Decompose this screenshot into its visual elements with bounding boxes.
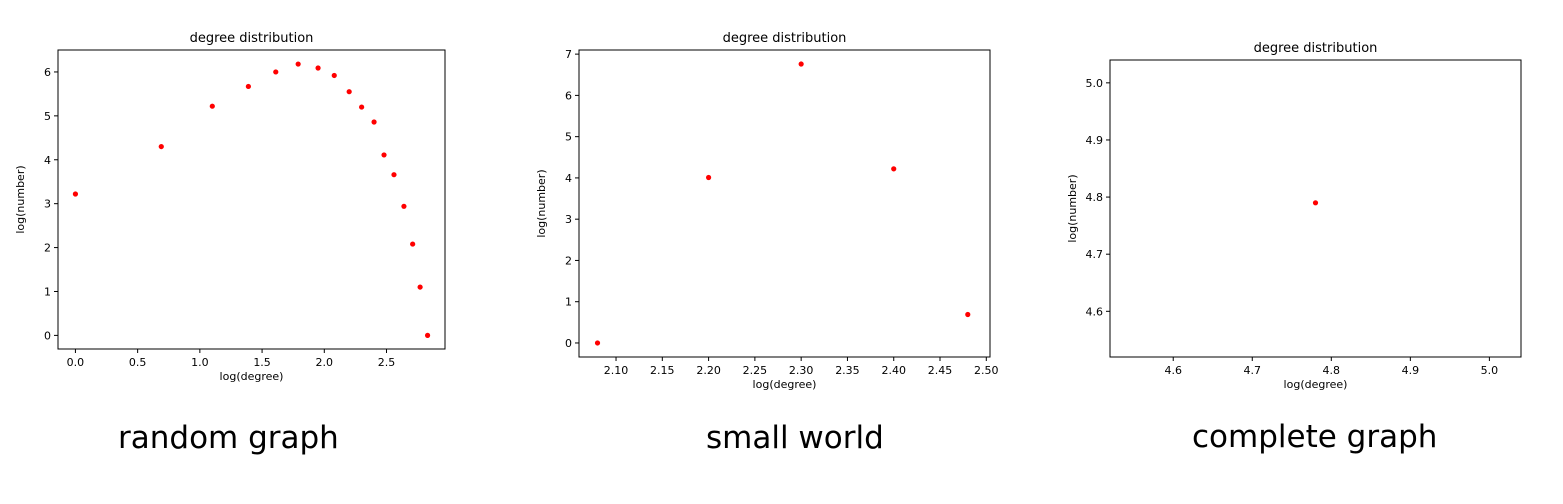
x-tick-label: 2.10 [604, 364, 629, 377]
y-axis-label: log(number) [14, 165, 27, 233]
data-point [1312, 200, 1319, 206]
y-tick-label: 2 [44, 242, 51, 255]
data-point [705, 174, 712, 181]
data-point [273, 69, 279, 75]
y-tick-label: 4.8 [1086, 191, 1104, 204]
data-point [331, 72, 337, 79]
caption-complete-graph: complete graph [1192, 419, 1438, 455]
y-tick-label: 6 [565, 89, 572, 102]
plot-frame [1109, 59, 1522, 358]
chart-complete-graph: degree distribution 4.6 4.7 4.8 4.9 5.0 4.6 4.7… [1066, 41, 1522, 391]
x-tick-label: 2.5 [378, 356, 396, 369]
x-tick-label: 4.6 [1164, 364, 1182, 377]
y-tick-label: 3 [565, 213, 572, 226]
y-tick-label: 3 [44, 198, 51, 211]
y-axis-label: log(number) [1066, 174, 1079, 242]
y-tick-label: 1 [44, 285, 51, 298]
y-tick-label: 5.0 [1086, 77, 1104, 90]
y-tick-label: 0 [565, 337, 572, 350]
x-tick-label: 2.25 [743, 364, 768, 377]
x-tick-label: 4.8 [1323, 364, 1341, 377]
data-point [359, 104, 365, 110]
plot-frame [57, 49, 446, 350]
data-point [158, 143, 164, 150]
x-tick-label: 0.5 [129, 356, 147, 369]
x-tick-label: 2.35 [835, 364, 860, 377]
x-axis-label: log(degree) [1284, 378, 1348, 391]
chart-random-graph: degree distribution 0.0 0.5 1.0 1.5 2.0 2.5 0 1 2… [14, 31, 446, 383]
y-tick-label: 6 [44, 66, 51, 79]
data-point [965, 311, 971, 318]
plot-frame [578, 49, 991, 358]
data-point [391, 172, 397, 178]
x-tick-label: 4.9 [1402, 364, 1420, 377]
data-point [315, 65, 321, 71]
data-point [209, 103, 215, 109]
y-tick-label: 2 [565, 254, 572, 267]
data-point [798, 61, 804, 67]
x-tick-label: 4.7 [1244, 364, 1262, 377]
data-point [594, 340, 601, 346]
y-tick-label: 5 [565, 131, 572, 144]
x-tick-label: 2.20 [696, 364, 721, 377]
chart-small-world: degree distribution 2.10 2.15 2.20 2.25 2.30 2… [535, 31, 999, 391]
data-point [410, 241, 416, 247]
data-point [891, 166, 897, 172]
chart-title: degree distribution [190, 31, 314, 46]
x-tick-label: 0.0 [67, 356, 85, 369]
data-point [371, 119, 377, 125]
x-axis-label: log(degree) [753, 378, 817, 391]
caption-random-graph: random graph [118, 420, 339, 456]
data-point [72, 191, 79, 197]
x-tick-label: 2.15 [650, 364, 675, 377]
x-tick-label: 1.0 [191, 356, 209, 369]
data-point [381, 152, 387, 158]
caption-small-world: small world [706, 420, 884, 456]
x-tick-label: 2.45 [928, 364, 953, 377]
chart-title: degree distribution [723, 31, 847, 46]
data-point [346, 89, 352, 95]
x-tick-label: 2.40 [881, 364, 906, 377]
y-tick-label: 1 [565, 296, 572, 309]
data-point [245, 83, 251, 90]
x-tick-label: 1.5 [253, 356, 271, 369]
y-tick-label: 4 [565, 172, 572, 185]
x-tick-label: 5.0 [1481, 364, 1499, 377]
x-tick-label: 2.50 [974, 364, 999, 377]
y-tick-label: 4.6 [1086, 305, 1104, 318]
y-tick-label: 4 [44, 154, 51, 167]
x-tick-label: 2.0 [316, 356, 334, 369]
y-tick-label: 4.9 [1086, 134, 1104, 147]
y-tick-label: 4.7 [1086, 248, 1104, 261]
x-axis-label: log(degree) [220, 370, 284, 383]
y-tick-label: 5 [44, 110, 51, 123]
y-tick-label: 7 [565, 48, 572, 61]
data-point [401, 203, 407, 209]
y-tick-label: 0 [44, 329, 51, 342]
x-tick-label: 2.30 [789, 364, 814, 377]
y-axis-label: log(number) [535, 169, 548, 237]
data-point [424, 332, 431, 338]
data-point [295, 61, 301, 67]
chart-title: degree distribution [1254, 41, 1378, 56]
data-point [417, 284, 423, 290]
